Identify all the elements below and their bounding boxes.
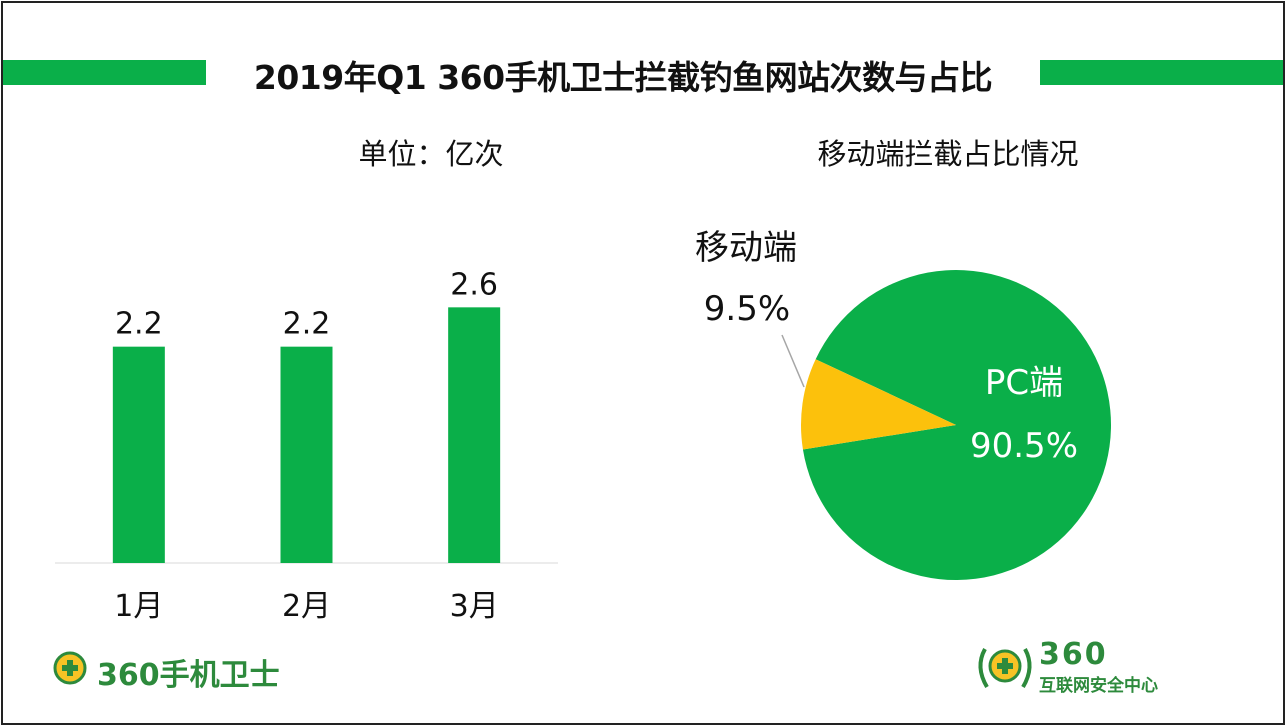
x-tick-label: 3月: [450, 589, 499, 624]
logo-right-number: 360: [1039, 637, 1108, 672]
shield-plus-icon: [53, 651, 87, 685]
bar: [112, 346, 165, 563]
title-band-right: [1040, 60, 1283, 85]
bar-unit-label: 单位：亿次: [358, 137, 504, 171]
chart-title: 2019年Q1 360手机卫士拦截钓鱼网站次数与占比: [253, 58, 993, 97]
pie-label-mobile: 移动端: [695, 228, 797, 268]
pie-leader-line: [781, 334, 805, 388]
x-tick-label: 1月: [114, 589, 163, 624]
laurel-globe-icon: [978, 648, 1032, 689]
pie-value-pc: 90.5%: [970, 426, 1078, 466]
pie-label-pc: PC端: [985, 363, 1063, 403]
bar-value-label: 2.2: [283, 307, 331, 342]
logo-right-caption: 互联网安全中心: [1039, 676, 1158, 696]
logo-left-text: 360手机卫士: [97, 658, 280, 693]
title-band-left: [3, 60, 206, 85]
pie-slice-mobile: [801, 359, 956, 450]
bar-chart: 2.2 1月 2.2 2月 2.6 3月: [55, 267, 558, 624]
pie-slice-pc: [802, 270, 1112, 580]
x-tick-label: 2月: [282, 589, 331, 624]
bar-value-label: 2.2: [115, 307, 163, 342]
pie-value-mobile: 9.5%: [704, 289, 790, 329]
pie-chart-title: 移动端拦截占比情况: [817, 137, 1079, 171]
pie-chart: PC端 90.5% 移动端 9.5%: [695, 228, 1112, 580]
bar: [280, 346, 333, 563]
bar-value-label: 2.6: [450, 267, 498, 302]
bar: [448, 307, 501, 563]
